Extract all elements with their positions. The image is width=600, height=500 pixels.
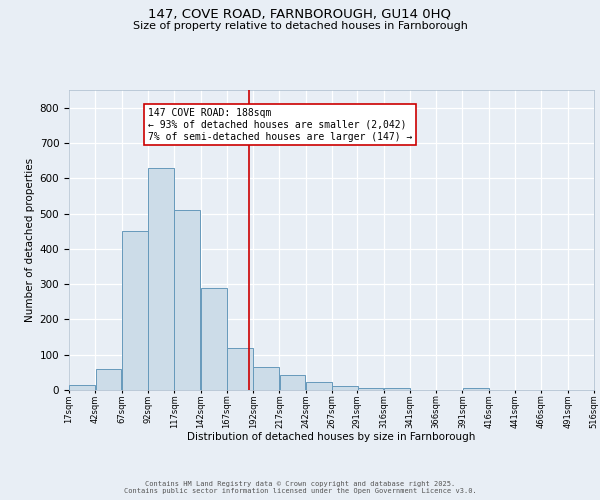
Bar bbox=[148, 168, 174, 390]
Bar bbox=[175, 210, 200, 390]
Bar bbox=[227, 348, 253, 390]
Bar bbox=[280, 375, 305, 390]
Bar bbox=[463, 388, 488, 390]
X-axis label: Distribution of detached houses by size in Farnborough: Distribution of detached houses by size … bbox=[187, 432, 476, 442]
Y-axis label: Number of detached properties: Number of detached properties bbox=[25, 158, 35, 322]
Bar bbox=[95, 369, 121, 390]
Bar bbox=[122, 231, 148, 390]
Bar bbox=[253, 367, 279, 390]
Text: 147 COVE ROAD: 188sqm
← 93% of detached houses are smaller (2,042)
7% of semi-de: 147 COVE ROAD: 188sqm ← 93% of detached … bbox=[148, 108, 412, 142]
Bar bbox=[201, 288, 227, 390]
Bar bbox=[306, 382, 332, 390]
Bar bbox=[69, 384, 95, 390]
Bar bbox=[384, 388, 410, 390]
Text: Contains HM Land Registry data © Crown copyright and database right 2025.
Contai: Contains HM Land Registry data © Crown c… bbox=[124, 481, 476, 494]
Text: Size of property relative to detached houses in Farnborough: Size of property relative to detached ho… bbox=[133, 21, 467, 31]
Bar bbox=[332, 386, 358, 390]
Bar bbox=[358, 388, 383, 390]
Text: 147, COVE ROAD, FARNBOROUGH, GU14 0HQ: 147, COVE ROAD, FARNBOROUGH, GU14 0HQ bbox=[149, 8, 452, 20]
